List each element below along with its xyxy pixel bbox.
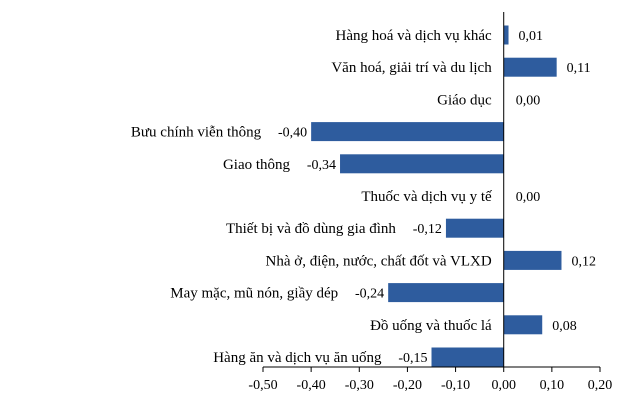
bar: [311, 122, 504, 142]
bar: [503, 57, 557, 77]
x-tick-label: -0,40: [297, 378, 326, 393]
category-label: Bưu chính viễn thông: [131, 125, 262, 141]
value-label: 0,11: [567, 61, 591, 76]
x-tick-label: -0,50: [248, 378, 277, 393]
category-label: Đồ uống và thuốc lá: [370, 318, 492, 334]
value-label: -0,12: [413, 222, 442, 237]
value-label: -0,15: [398, 351, 427, 366]
bar: [445, 218, 504, 238]
category-label: Hàng ăn và dịch vụ ăn uống: [213, 350, 382, 366]
x-tick-label: -0,20: [393, 378, 422, 393]
bars-group: [311, 25, 562, 367]
category-label: May mặc, mũ nón, giầy dép: [170, 286, 338, 302]
value-label: 0,12: [571, 254, 596, 269]
value-label: 0,00: [516, 190, 541, 205]
bar: [340, 154, 504, 174]
bar: [503, 315, 543, 335]
x-tick-label: 0,00: [491, 378, 516, 393]
x-tick-label: 0,20: [588, 378, 613, 393]
x-ticks-group: -0,50 -0,40 -0,30 -0,20 -0,10 0,00 0,10 0,20: [248, 367, 612, 393]
category-label: Thiết bị và đồ dùng gia đình: [226, 221, 396, 237]
value-labels-group: 0,01 0,11 0,00 -0,40 -0,34 0,00 -0,12 0,12 -0,24…: [278, 29, 596, 366]
category-label: Giáo dục: [437, 92, 492, 108]
bar: [503, 250, 562, 270]
category-label: Nhà ở, điện, nước, chất đốt và VLXD: [266, 253, 492, 269]
value-label: -0,34: [307, 158, 336, 173]
bar: [431, 347, 504, 367]
value-label: 0,00: [516, 93, 541, 108]
value-label: 0,08: [552, 319, 577, 334]
value-label: -0,24: [355, 287, 384, 302]
x-tick-label: -0,30: [345, 378, 374, 393]
value-label: -0,40: [278, 126, 307, 141]
category-label: Giao thông: [223, 157, 291, 173]
x-tick-label: -0,10: [441, 378, 470, 393]
value-label: 0,01: [519, 29, 544, 44]
bar: [388, 283, 504, 303]
category-label: Văn hoá, giải trí và du lịch: [331, 60, 492, 76]
category-label: Thuốc và dịch vụ y tế: [361, 189, 492, 205]
category-label: Hàng hoá và dịch vụ khác: [336, 28, 493, 44]
bar: [503, 25, 509, 45]
x-tick-label: 0,10: [540, 378, 565, 393]
category-labels-group: Hàng hoá và dịch vụ khác Văn hoá, giải tr…: [131, 28, 492, 366]
